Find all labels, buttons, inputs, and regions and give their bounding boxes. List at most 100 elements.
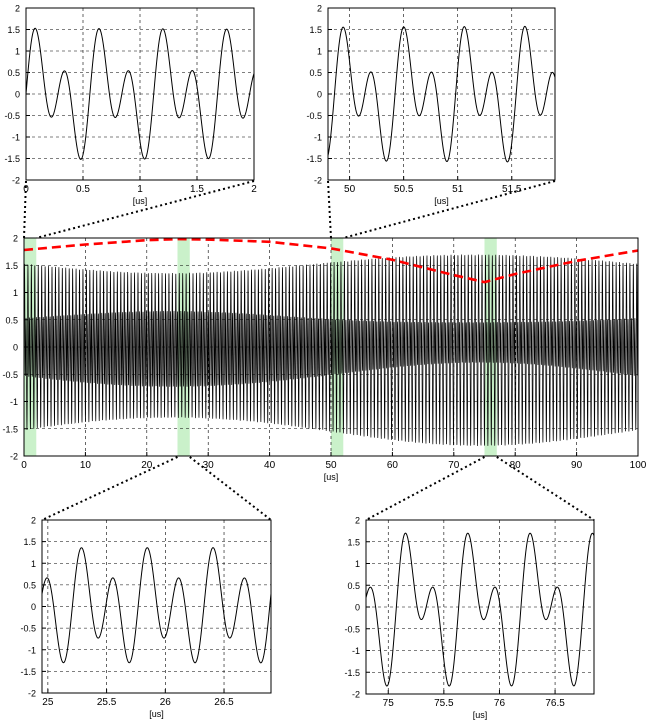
y-tick-label: 1 [13,288,18,298]
axes-4: 75 75.5 76 76.5 -2 -1.5 -1 -0.5 0 0.5 1 1.5 2 [us] [344,516,595,720]
y-tick-label: -1.5 [20,667,36,677]
grid [366,520,594,694]
x-tick-label: 76.5 [545,698,565,709]
x-axis-label: [us] [324,472,339,482]
y-tick-label: 2 [13,234,18,244]
y-tick-label: 1 [15,47,20,57]
grid [26,8,254,180]
grid [328,8,555,180]
connector-line [496,456,595,521]
x-tick-label: 0 [21,460,27,471]
x-tick-label: 1.5 [190,184,204,195]
x-tick-label: 60 [387,460,399,471]
y-tick-label: 1 [31,559,36,569]
y-tick-label: 1.5 [347,537,360,547]
x-tick-label: 90 [571,460,583,471]
x-tick-label: 51 [452,184,464,195]
connector-line [327,180,332,239]
series-line [23,254,639,446]
x-tick-label: 51.5 [502,184,522,195]
x-tick-label: 20 [141,460,153,471]
x-tick-label: 76 [494,698,506,709]
axes-1: 0 0.5 1 1.5 2 -2 -1.5 -1 -0.5 0 0.5 1 1.5 2 [us] [4,4,257,207]
connector-line [36,180,255,239]
y-tick-label: -2 [352,690,360,700]
x-tick-label: 25.5 [97,697,117,708]
connector-line [343,180,556,239]
axes-2: 50 50.5 51 51.5 -2 -1.5 -1 -0.5 0 0.5 1 1.5 2 [us] [306,4,556,206]
y-tick-label: 0.5 [309,68,322,78]
x-tick-label: 50 [344,184,356,195]
y-tick-label: 0 [13,343,18,353]
x-tick-label: 30 [203,460,215,471]
x-axis-label: [us] [149,709,164,719]
y-tick-label: -1.5 [2,424,18,434]
x-tick-label: 75.5 [434,698,454,709]
y-tick-label: -2 [28,689,36,699]
y-tick-label: -1 [10,397,18,407]
x-tick-label: 40 [264,460,276,471]
y-tick-label: -0.5 [2,370,18,380]
series-line [25,27,255,160]
x-tick-label: 26.5 [214,697,234,708]
x-tick-label: 75 [383,698,395,709]
y-tick-label: -2 [314,176,322,186]
y-tick-label: 1 [355,559,360,569]
y-tick-label: -2 [12,176,20,186]
x-axis-label: [us] [434,196,449,206]
y-tick-label: -1.5 [344,668,360,678]
y-tick-label: 1 [317,47,322,57]
y-tick-label: -1 [314,133,322,143]
y-tick-label: 2 [317,4,322,14]
y-tick-label: -0.5 [20,624,36,634]
grid [42,520,271,693]
y-tick-label: -2 [10,452,18,462]
x-tick-label: 0.5 [76,184,90,195]
y-tick-label: -0.5 [344,624,360,634]
y-tick-label: -1 [28,645,36,655]
x-tick-label: 2 [251,184,257,195]
y-tick-label: 0.5 [347,581,360,591]
connector-line [41,456,178,521]
series-line [327,25,556,163]
x-axis-label: [us] [133,196,148,206]
zoom-connectors [23,180,595,521]
y-tick-label: 0 [31,602,36,612]
y-tick-label: -1 [352,646,360,656]
y-tick-label: 0 [317,90,322,100]
x-axis-label: [us] [473,710,488,720]
envelope-line [23,237,639,284]
connector-line [189,456,272,521]
y-tick-label: -1.5 [306,154,322,164]
x-tick-label: 10 [80,460,92,471]
x-tick-label: 100 [630,460,647,471]
y-tick-label: 1.5 [7,25,20,35]
x-tick-label: 70 [448,460,460,471]
y-tick-label: 0.5 [7,68,20,78]
y-tick-label: 2 [355,516,360,526]
y-tick-label: 2 [31,516,36,526]
y-tick-label: -1.5 [4,154,20,164]
y-tick-label: 0.5 [5,315,18,325]
y-tick-label: 1.5 [309,25,322,35]
x-tick-label: 25 [42,697,54,708]
x-tick-label: 50.5 [394,184,414,195]
axes-0: 0 10 20 30 40 50 60 70 80 90 100 -2 -1.5 -1 -0.5 0 0.5 1 1… [2,234,646,483]
x-tick-label: 0 [23,184,29,195]
series-line [365,532,595,687]
y-tick-label: -1 [12,133,20,143]
y-tick-label: -0.5 [4,111,20,121]
y-tick-label: 0 [15,90,20,100]
x-tick-label: 26 [160,697,172,708]
x-tick-label: 1 [137,184,143,195]
y-tick-label: -0.5 [306,111,322,121]
series-line [41,547,272,664]
y-tick-label: 1.5 [5,261,18,271]
y-tick-label: 0.5 [23,580,36,590]
y-tick-label: 0 [355,603,360,613]
connector-line [365,456,485,521]
y-tick-label: 1.5 [23,537,36,547]
axes-3: 25 25.5 26 26.5 -2 -1.5 -1 -0.5 0 0.5 1 1.5 2 [us] [20,516,272,719]
x-tick-label: 80 [510,460,522,471]
